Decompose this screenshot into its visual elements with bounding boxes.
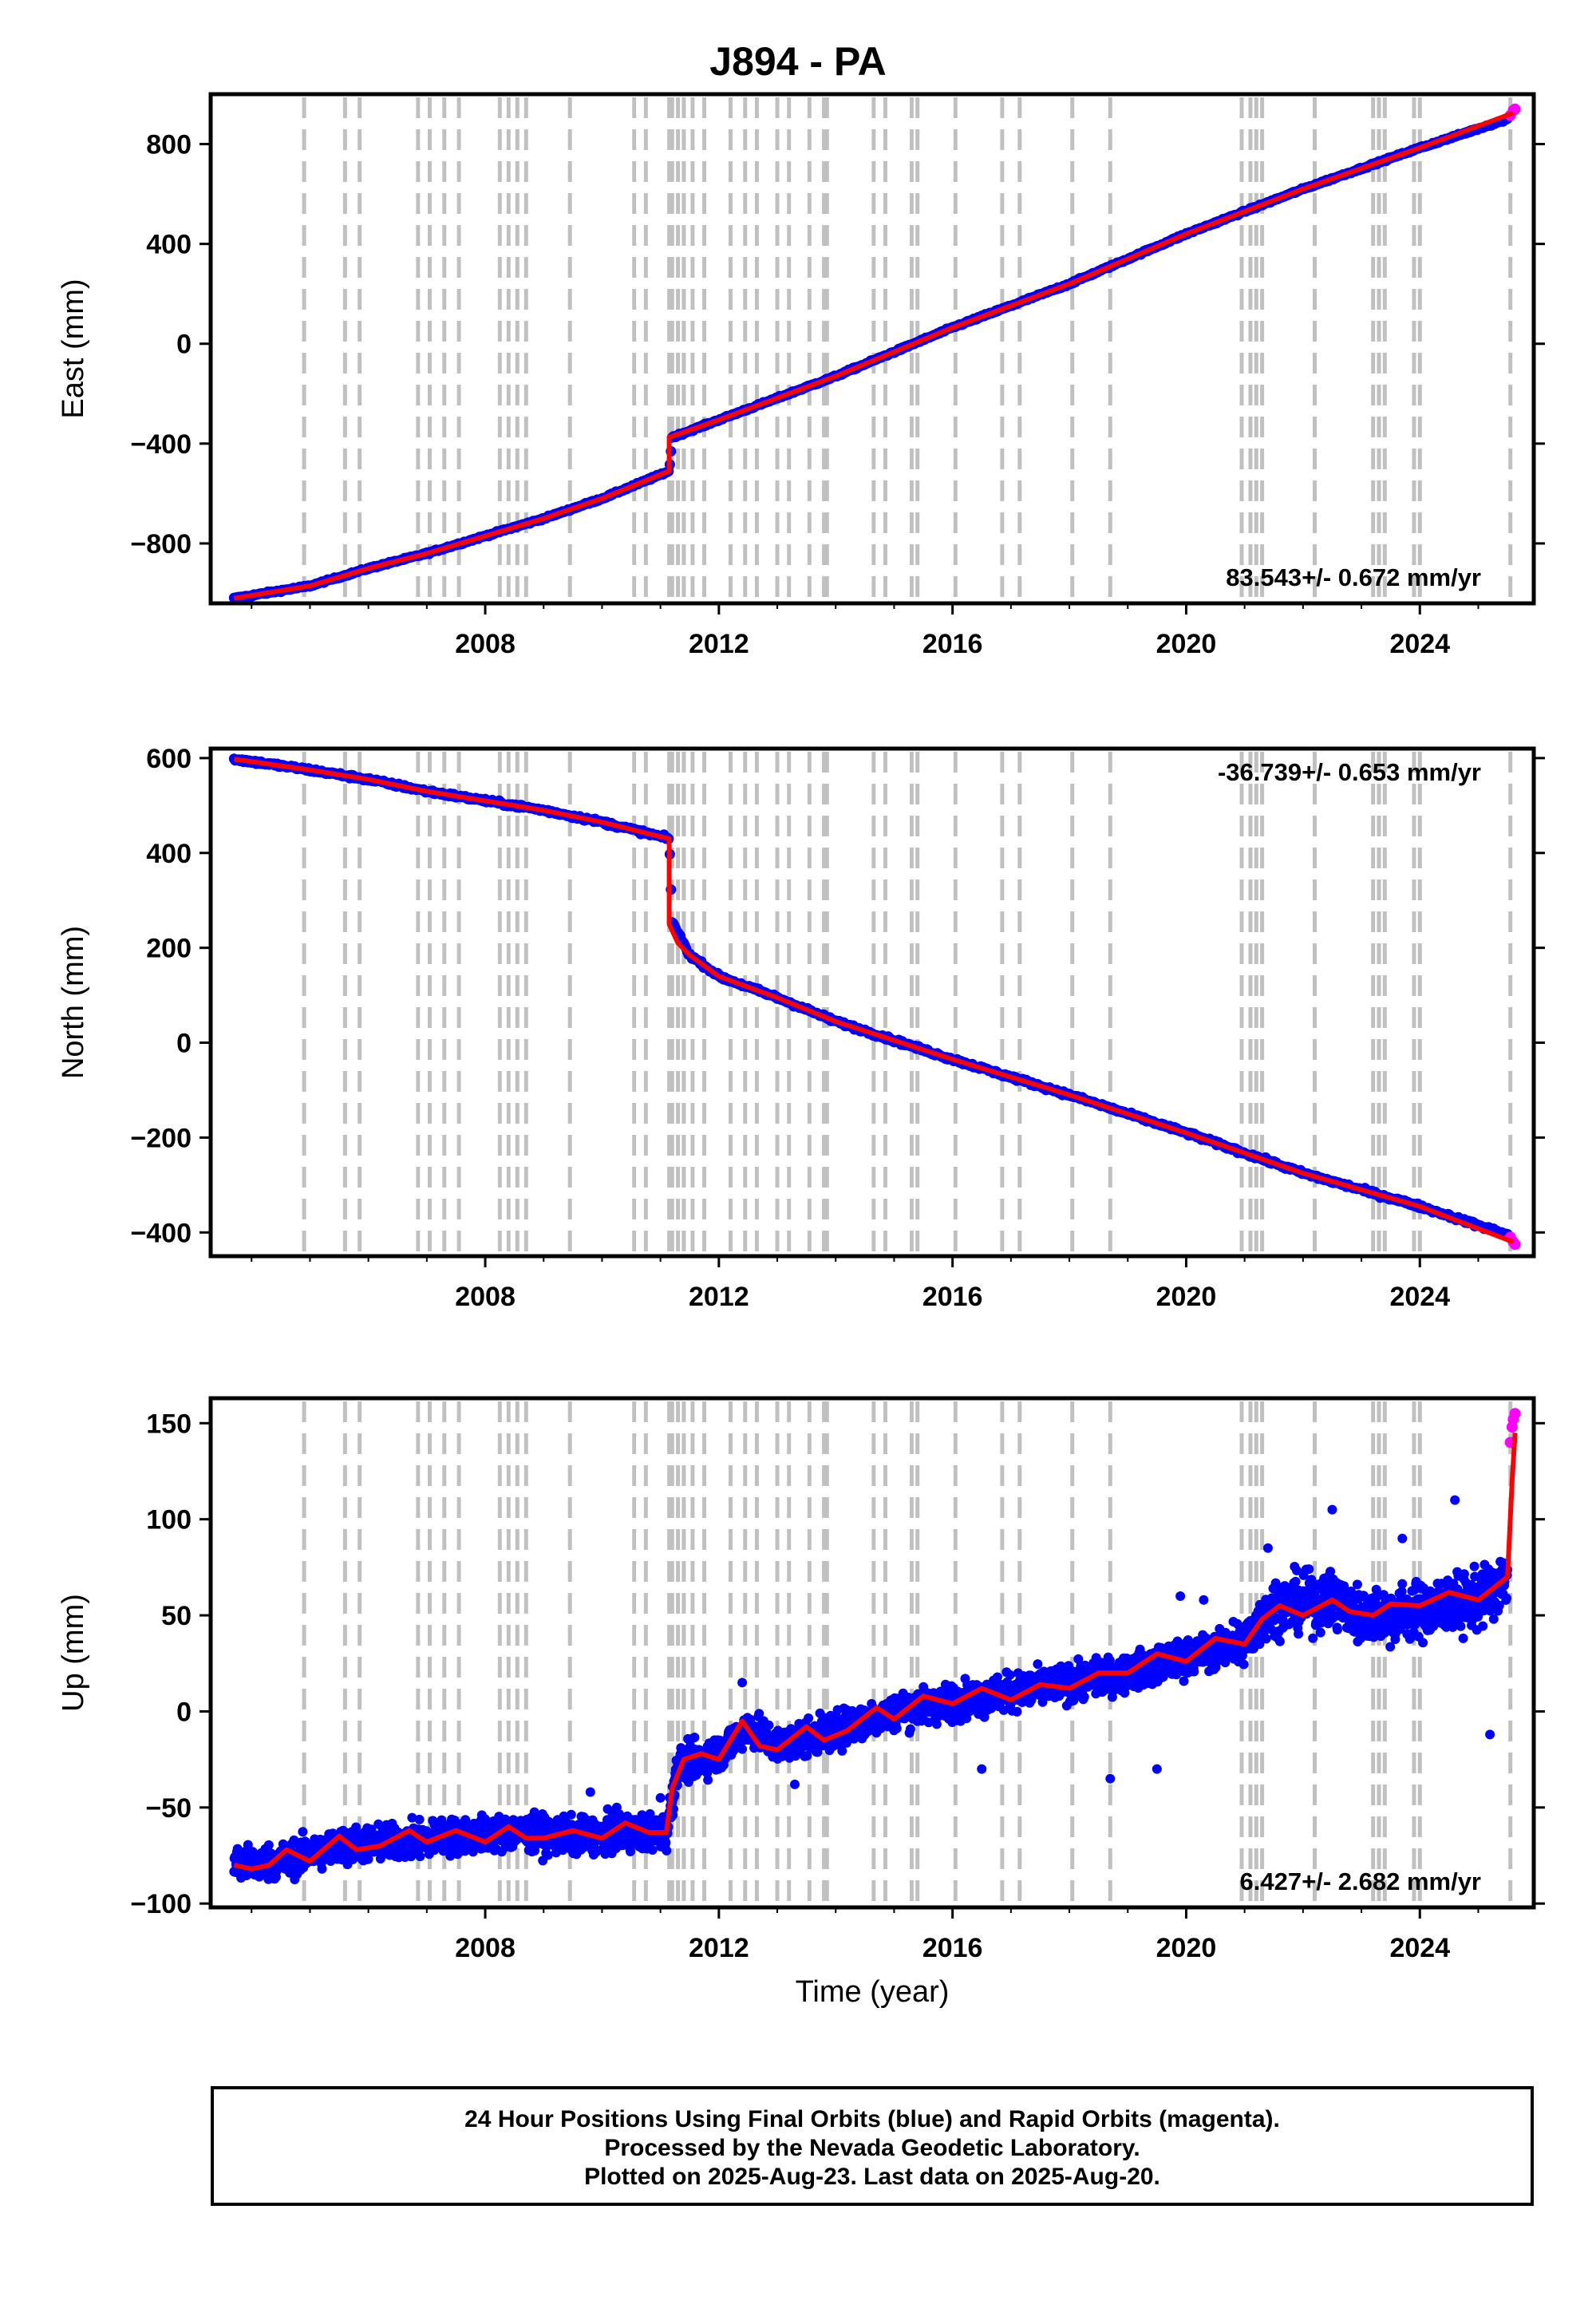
x-tick-label: 2024: [1389, 1282, 1450, 1312]
y-tick-label: 0: [176, 330, 192, 360]
model-fit-line: [233, 110, 1515, 601]
final-orbit-point: [298, 1827, 308, 1837]
time-series-charts: 800 400 0 −400 −800 2008 2012 2016 2020 2024 East …: [57, 92, 1545, 2009]
rate-label: -36.739+/- 0.653 mm/yr: [1218, 758, 1481, 786]
final-orbit-point: [703, 1775, 713, 1785]
x-tick-label: 2008: [455, 1282, 516, 1312]
final-orbit-point: [543, 1850, 553, 1860]
chart-panel-2: 600 400 200 0 −200 −400 2008 2012 2016 2020 2024 No…: [57, 744, 1545, 1312]
plot-frame: [208, 92, 1536, 606]
x-tick-label: 2020: [1156, 629, 1217, 659]
x-tick-label: 2008: [455, 629, 516, 659]
y-tick-label: 0: [176, 1029, 192, 1059]
y-tick-label: −200: [130, 1123, 192, 1153]
x-tick-label: 2016: [922, 629, 983, 659]
final-orbit-point: [647, 1845, 658, 1855]
equipment-change-lines: [302, 752, 1513, 1253]
final-orbit-point: [689, 1733, 700, 1742]
final-orbit-point: [662, 1845, 672, 1856]
final-orbit-points: [229, 1495, 1512, 1884]
x-tick-label: 2012: [689, 1282, 749, 1312]
final-orbit-point: [891, 1723, 902, 1733]
final-orbit-point: [1012, 1706, 1022, 1717]
final-orbit-point: [317, 1863, 327, 1874]
final-orbit-point: [414, 1814, 425, 1824]
final-orbit-points: [228, 113, 1513, 603]
final-orbit-point: [737, 1744, 748, 1754]
y-tick-label: 400: [146, 230, 192, 260]
equipment-change-lines: [302, 97, 1513, 600]
x-tick-label: 2024: [1389, 629, 1450, 659]
final-orbit-point: [566, 1809, 576, 1820]
y-axis-label: North (mm): [57, 926, 90, 1079]
final-orbit-point: [1005, 1670, 1015, 1680]
final-orbit-point: [626, 1847, 635, 1856]
final-orbit-point: [804, 1713, 814, 1723]
y-tick-label: 400: [146, 839, 192, 869]
y-axis-label: East (mm): [57, 279, 90, 418]
y-tick-label: 800: [146, 130, 192, 160]
y-tick-label: −400: [130, 429, 192, 460]
page-title: J894 - PA: [709, 39, 887, 84]
final-orbit-point: [263, 1840, 274, 1850]
x-tick-label: 2016: [922, 1282, 983, 1312]
rate-label: 83.543+/- 0.672 mm/yr: [1226, 563, 1481, 591]
x-tick-label: 2020: [1156, 1282, 1217, 1312]
final-orbit-point: [415, 1852, 425, 1862]
final-orbit-point: [1033, 1659, 1043, 1670]
final-orbit-points: [228, 753, 1513, 1239]
final-orbit-point: [905, 1724, 915, 1734]
final-orbit-point: [1079, 1692, 1089, 1702]
y-tick-label: −400: [130, 1218, 192, 1248]
y-tick-label: −800: [130, 529, 192, 559]
chart-panel-1: 800 400 0 −400 −800 2008 2012 2016 2020 2024 East …: [57, 92, 1545, 659]
x-tick-label: 2012: [689, 629, 749, 659]
final-orbit-point: [764, 1720, 774, 1730]
y-tick-label: 600: [146, 744, 192, 774]
y-tick-label: 200: [146, 934, 192, 964]
